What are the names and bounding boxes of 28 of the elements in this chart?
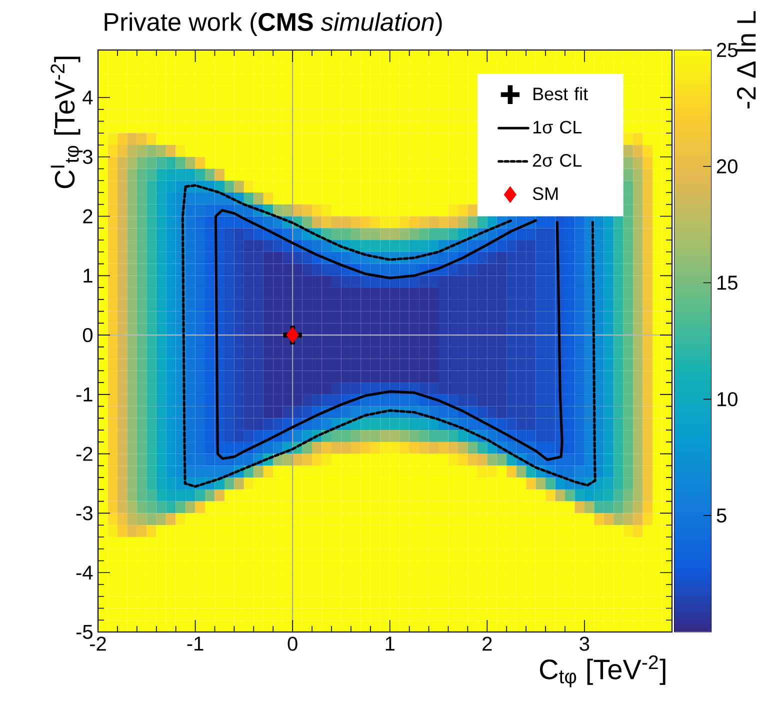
y-tick-label: -4 — [76, 566, 93, 580]
color-bar-label: 5 — [716, 508, 726, 523]
color-bar-label: 10 — [718, 392, 738, 406]
x-tick-label: 0 — [288, 636, 298, 651]
y-tick-label: -2 — [76, 446, 92, 461]
color-bar-label: 20 — [717, 159, 738, 174]
y-tick-label: -5 — [76, 625, 92, 639]
y-tick-label: 2 — [83, 209, 92, 224]
y-tick-label: 0 — [82, 328, 92, 342]
legend-label: 2σ CL — [532, 154, 582, 167]
x-tick-label: 1 — [386, 636, 394, 650]
x-tick-label: 3 — [580, 636, 590, 651]
y-tick-label: 3 — [82, 150, 92, 164]
x-tick-label: 2 — [482, 636, 492, 651]
y-axis-title: C$^{I}$$_{tφ}$ [TeV$^{-2}$] — [50, 56, 83, 188]
legend-label: Best fit — [534, 87, 588, 100]
legend-label: SM — [532, 187, 558, 200]
x-tick-label: -1 — [187, 636, 204, 650]
y-tick-label: -1 — [76, 388, 92, 402]
y-tick-label: 1 — [84, 268, 92, 283]
legend-label: 1σ CL — [533, 120, 582, 134]
chart-title: Private work (CMS simulation) — [104, 12, 442, 36]
color-bar-label: 25 — [717, 42, 738, 58]
color-bar-label: 15 — [718, 276, 738, 290]
y-tick-label: 4 — [82, 90, 93, 104]
color-bar-title: -2 Δ ln L — [736, 11, 756, 108]
y-tick-label: -3 — [76, 506, 92, 520]
x-axis-title: C$_{tφ}$ [TeV$^{-2}$] — [540, 655, 666, 688]
